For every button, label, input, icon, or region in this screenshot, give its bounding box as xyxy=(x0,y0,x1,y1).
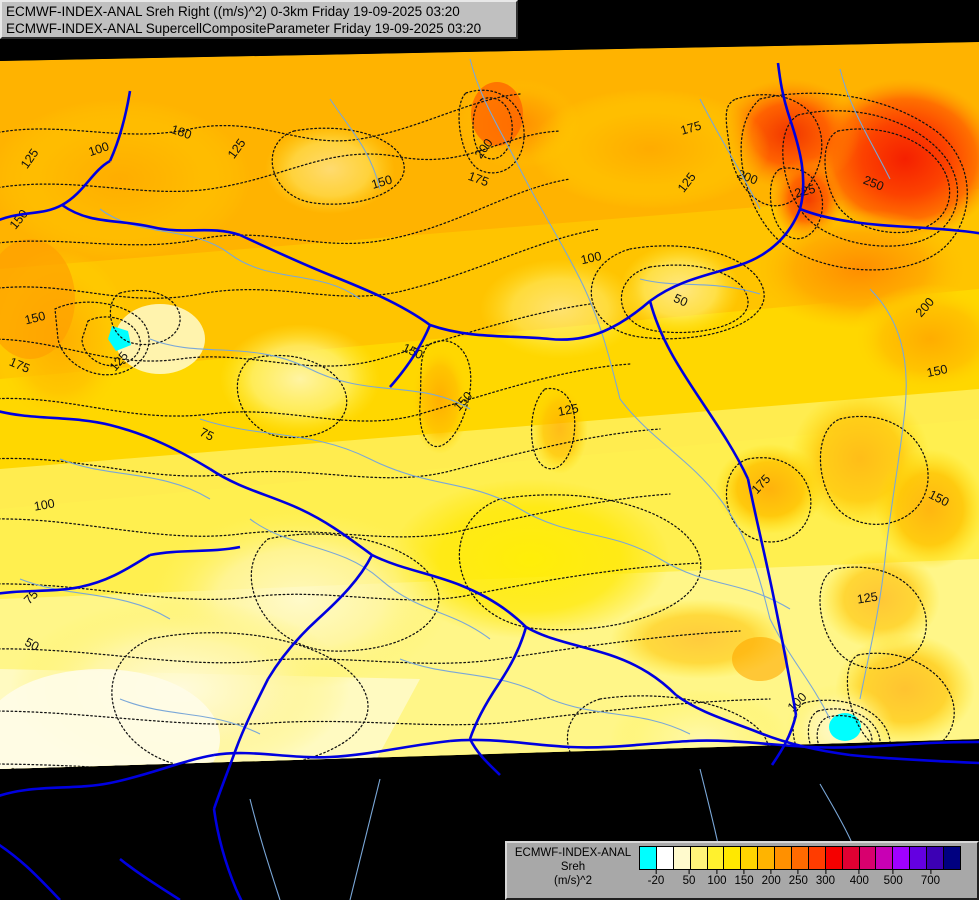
tick-label-250: 250 xyxy=(789,870,808,887)
tick-label-200: 200 xyxy=(762,870,781,887)
legend-field: Sreh xyxy=(560,861,586,873)
color-swatch-5 xyxy=(724,847,742,869)
contour-label: 150 xyxy=(23,309,47,328)
contour-label: 100 xyxy=(33,496,56,513)
contour-label: 175 xyxy=(679,119,703,138)
color-swatch-3 xyxy=(690,847,708,869)
tick-mark xyxy=(929,870,931,874)
legend-caption: ECMWF-INDEX-ANAL Sreh (m/s)^2 xyxy=(507,843,639,888)
tick-mark xyxy=(824,870,826,874)
color-swatch-16 xyxy=(910,847,928,869)
color-swatch-15 xyxy=(893,847,911,869)
color-swatch-9 xyxy=(792,847,809,869)
color-swatch-10 xyxy=(808,847,826,869)
contour-label: 50 xyxy=(671,291,689,309)
contour-label: 125 xyxy=(557,401,580,419)
contour-label: 125 xyxy=(856,589,879,606)
contour-label: 180 xyxy=(169,122,193,142)
tick-label-150: 150 xyxy=(734,870,754,887)
tick-mark xyxy=(716,870,718,874)
title-line-1: ECMWF-INDEX-ANAL Sreh Right ((m/s)^2) 0-… xyxy=(6,4,460,19)
color-swatch-7 xyxy=(758,847,776,869)
color-swatch-17 xyxy=(927,847,945,869)
tick-label-500: 500 xyxy=(884,870,903,887)
national-borders xyxy=(0,62,979,900)
contour-label: 225 xyxy=(793,182,817,201)
contour-lines xyxy=(0,89,968,769)
color-swatch-14 xyxy=(876,847,894,869)
color-swatch-13 xyxy=(859,847,877,869)
legend-panel: ECMWF-INDEX-ANAL Sreh (m/s)^2 -20 50 100 15… xyxy=(505,841,979,900)
color-swatch-8 xyxy=(775,847,793,869)
tick-mark xyxy=(688,870,690,874)
legend-units: (m/s)^2 xyxy=(554,875,592,887)
tick-mark xyxy=(770,870,772,874)
cyan-spot-west xyxy=(108,326,131,351)
contour-label: 0 xyxy=(6,765,19,781)
color-swatch-18 xyxy=(944,847,960,869)
tick-label-100: 100 xyxy=(707,870,727,887)
color-swatch-4 xyxy=(707,847,725,869)
contour-label: 150 xyxy=(926,362,949,380)
color-bar[interactable] xyxy=(639,846,961,870)
color-swatch-6 xyxy=(741,847,759,869)
tick-mark xyxy=(655,870,657,874)
contour-label: 100 xyxy=(87,139,111,159)
contour-label: 200 xyxy=(735,167,760,188)
contour-label: 75 xyxy=(197,425,216,444)
tick-label-300: 300 xyxy=(816,870,835,887)
color-bar-ticks: -20 50 100 150 200 250 300 400 500 700 xyxy=(639,870,961,890)
rivers xyxy=(19,58,907,900)
color-swatch-2 xyxy=(673,847,691,869)
tick-mark xyxy=(743,870,745,874)
tick-label-700: 700 xyxy=(921,870,940,887)
color-swatch-11 xyxy=(825,847,843,869)
color-swatch-0 xyxy=(640,847,657,869)
map-canvas[interactable]: 125 100 180 125 150 175 200 175 200 125 225 250 150 1… xyxy=(0,39,979,900)
contour-label: 175 xyxy=(466,169,490,189)
tick-mark xyxy=(858,870,860,874)
color-swatch-12 xyxy=(842,847,860,869)
tick-label--20: -20 xyxy=(648,870,664,887)
color-swatch-1 xyxy=(656,847,674,869)
cyan-spot-southeast xyxy=(829,713,861,741)
tick-label-50: 50 xyxy=(683,870,695,887)
contour-label: 100 xyxy=(579,249,603,267)
legend-model: ECMWF-INDEX-ANAL xyxy=(514,847,632,859)
tick-mark xyxy=(892,870,894,874)
title-panel: ECMWF-INDEX-ANAL Sreh Right ((m/s)^2) 0-… xyxy=(0,0,518,39)
legend-scale: -20 50 100 150 200 250 300 400 500 700 xyxy=(639,843,977,890)
contour-label: 50 xyxy=(22,635,41,654)
tick-mark xyxy=(797,870,799,874)
contour-label: 150 xyxy=(370,172,394,191)
title-line-2: ECMWF-INDEX-ANAL SupercellCompositeParam… xyxy=(6,21,482,36)
tick-label-400: 400 xyxy=(850,870,869,887)
domain-mask xyxy=(0,39,979,61)
